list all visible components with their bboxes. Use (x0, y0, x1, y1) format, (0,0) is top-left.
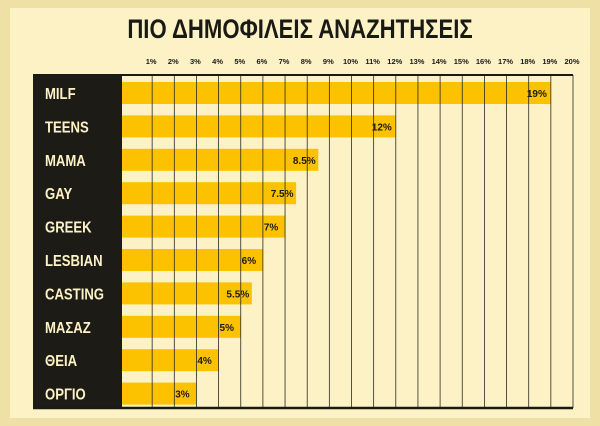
data-label: 5.5% (226, 289, 249, 300)
category-label: CASTING (45, 286, 104, 303)
x-tick-label: 14% (432, 57, 447, 66)
bar (122, 115, 396, 138)
x-tick-label: 12% (387, 57, 402, 66)
data-label: 4% (197, 356, 212, 367)
data-label: 5% (220, 323, 235, 334)
bar (122, 349, 219, 372)
x-tick-label: 16% (476, 57, 491, 66)
data-label: 7% (264, 223, 279, 234)
chart-title: ΠΙΟ ΔΗΜΟΦΙΛΕΙΣ ΑΝΑΖΗΤΗΣΕΙΣ (127, 14, 473, 44)
x-tick-label: 2% (168, 57, 179, 66)
x-tick-label: 17% (498, 57, 513, 66)
data-label: 19% (527, 89, 547, 100)
bar (122, 215, 286, 238)
bar (122, 249, 263, 271)
category-label: ΜΑΣΑΖ (45, 320, 91, 337)
x-tick-label: 11% (365, 57, 380, 66)
category-label: MILF (45, 86, 76, 103)
x-tick-label: 13% (409, 57, 424, 66)
x-tick-label: 20% (564, 57, 579, 66)
bar (122, 82, 551, 104)
category-label: ΘΕΙΑ (45, 353, 77, 370)
bar (122, 148, 319, 171)
x-tick-label: 3% (190, 57, 201, 66)
x-tick-label: 18% (520, 57, 535, 66)
bar (122, 182, 297, 205)
x-tick-label: 19% (542, 57, 557, 66)
data-label: 6% (242, 256, 257, 267)
bar (122, 315, 241, 338)
category-label: GAY (45, 186, 72, 203)
bar (122, 282, 252, 305)
x-tick-label: 1% (146, 57, 157, 66)
bar (122, 382, 197, 405)
category-label: GREEK (45, 219, 92, 236)
category-label: ΟΡΓΙΟ (45, 386, 86, 403)
x-tick-label: 8% (301, 57, 312, 66)
x-tick-label: 7% (279, 57, 290, 66)
label-column (33, 75, 122, 408)
data-label: 12% (372, 122, 392, 133)
x-tick-label: 10% (343, 57, 358, 66)
data-label: 7.5% (271, 189, 294, 200)
x-tick-label: 9% (323, 57, 334, 66)
data-label: 8.5% (293, 156, 316, 167)
data-label: 3% (175, 390, 190, 401)
category-label: MAMA (45, 153, 86, 170)
x-tick-label: 5% (234, 57, 245, 66)
category-label: TEENS (45, 119, 89, 136)
category-label: LESBIAN (45, 253, 103, 270)
x-tick-label: 15% (454, 57, 469, 66)
x-tick-label: 6% (256, 57, 267, 66)
x-tick-label: 4% (212, 57, 223, 66)
